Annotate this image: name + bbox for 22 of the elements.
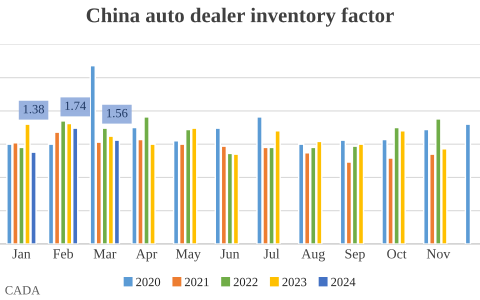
bar <box>464 124 472 244</box>
x-tick-label: May <box>176 249 201 262</box>
text: CADA <box>5 286 40 294</box>
x-tick-label: Nov <box>426 249 450 259</box>
x-tick-label: Mar <box>94 249 116 259</box>
legend-label: 2020 <box>136 278 160 286</box>
x-tick-label: Aug <box>301 249 325 262</box>
x-tick-label: Jul <box>264 248 280 259</box>
legend-label: 2024 <box>331 278 356 286</box>
x-tick-label: Sep <box>345 249 365 262</box>
legend-label: 2023 <box>282 278 306 286</box>
x-tick-label: Feb <box>53 248 74 259</box>
x-tick-label: Apr <box>136 249 158 262</box>
data-label: 1.74 <box>65 102 86 110</box>
legend-label: 2021 <box>184 278 209 286</box>
x-tick-label: Jun <box>220 249 240 259</box>
chart-title: China auto dealer inventory factor <box>86 8 394 27</box>
data-label: 1.56 <box>107 108 128 118</box>
x-tick-label: Oct <box>387 249 407 259</box>
legend-label: 2022 <box>234 278 258 286</box>
x-tick-label: Jan <box>12 249 31 259</box>
data-label: 1.38 <box>24 104 44 114</box>
